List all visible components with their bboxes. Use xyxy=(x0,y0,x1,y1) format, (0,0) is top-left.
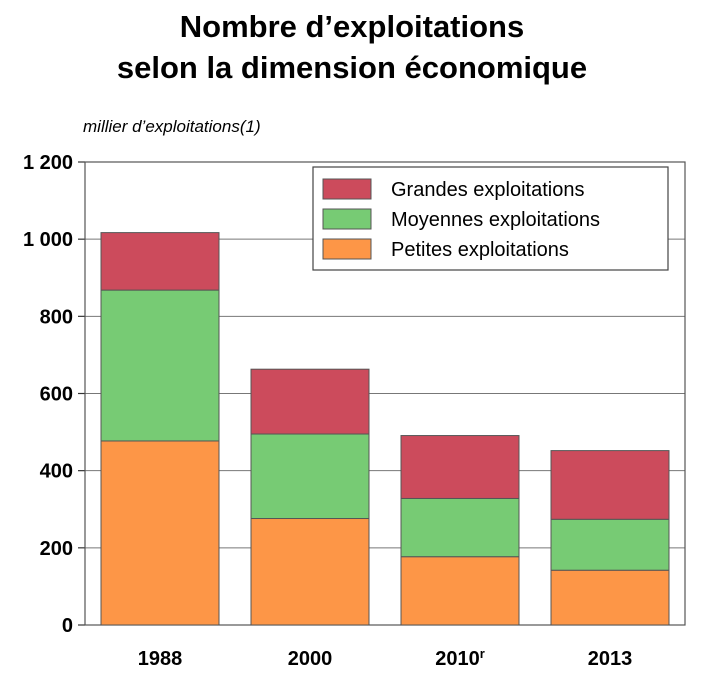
legend-label-2: Petites exploitations xyxy=(391,239,569,261)
y-tick-label: 0 xyxy=(62,615,73,637)
legend-box xyxy=(312,166,669,271)
x-tick-label-2010r: 2010r xyxy=(435,646,485,670)
bar-segment-2010r-2 xyxy=(400,435,520,499)
legend-swatch-2 xyxy=(322,238,372,260)
plot-frame xyxy=(84,161,686,626)
legend-label-0: Grandes exploitations xyxy=(391,179,584,201)
y-axis-unit-label: millier d’exploitations(1) xyxy=(83,117,261,136)
bar-segment-2010r-1 xyxy=(400,497,520,558)
chart-title-line-1: Nombre d’exploitations xyxy=(179,9,525,44)
y-tick-label: 1 200 xyxy=(23,152,73,174)
bar-segment-2010r-0 xyxy=(400,556,520,626)
bar-segment-1988-0 xyxy=(100,440,220,626)
bar-segment-1988-1 xyxy=(100,289,220,442)
y-tick-label: 1 000 xyxy=(23,229,73,251)
bar-segment-2000-0 xyxy=(250,518,370,626)
y-tick-label: 400 xyxy=(40,461,73,483)
bar-segment-2013-0 xyxy=(550,569,670,626)
y-tick-label: 200 xyxy=(40,538,73,560)
x-tick-label-2013: 2013 xyxy=(588,648,633,670)
bar-segment-2000-2 xyxy=(250,368,370,435)
legend-swatch-0 xyxy=(322,178,372,200)
x-tick-label-2000: 2000 xyxy=(288,648,333,670)
bar-segment-1988-2 xyxy=(100,232,220,291)
bar-segment-2000-1 xyxy=(250,433,370,520)
chart-title-line-2: selon la dimension économique xyxy=(116,50,588,85)
bar-segment-2013-2 xyxy=(550,450,670,520)
legend-swatch-1 xyxy=(322,208,372,230)
x-tick-label-1988: 1988 xyxy=(138,648,183,670)
y-tick-label: 600 xyxy=(40,384,73,406)
legend-label-1: Moyennes exploitations xyxy=(391,209,600,231)
chart-title: Nombre d’exploitations selon la dimensio… xyxy=(0,6,704,88)
y-tick-label: 800 xyxy=(40,306,73,328)
bar-segment-2013-1 xyxy=(550,518,670,571)
